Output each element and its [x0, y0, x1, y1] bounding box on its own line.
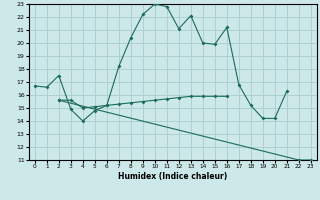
- X-axis label: Humidex (Indice chaleur): Humidex (Indice chaleur): [118, 172, 228, 181]
